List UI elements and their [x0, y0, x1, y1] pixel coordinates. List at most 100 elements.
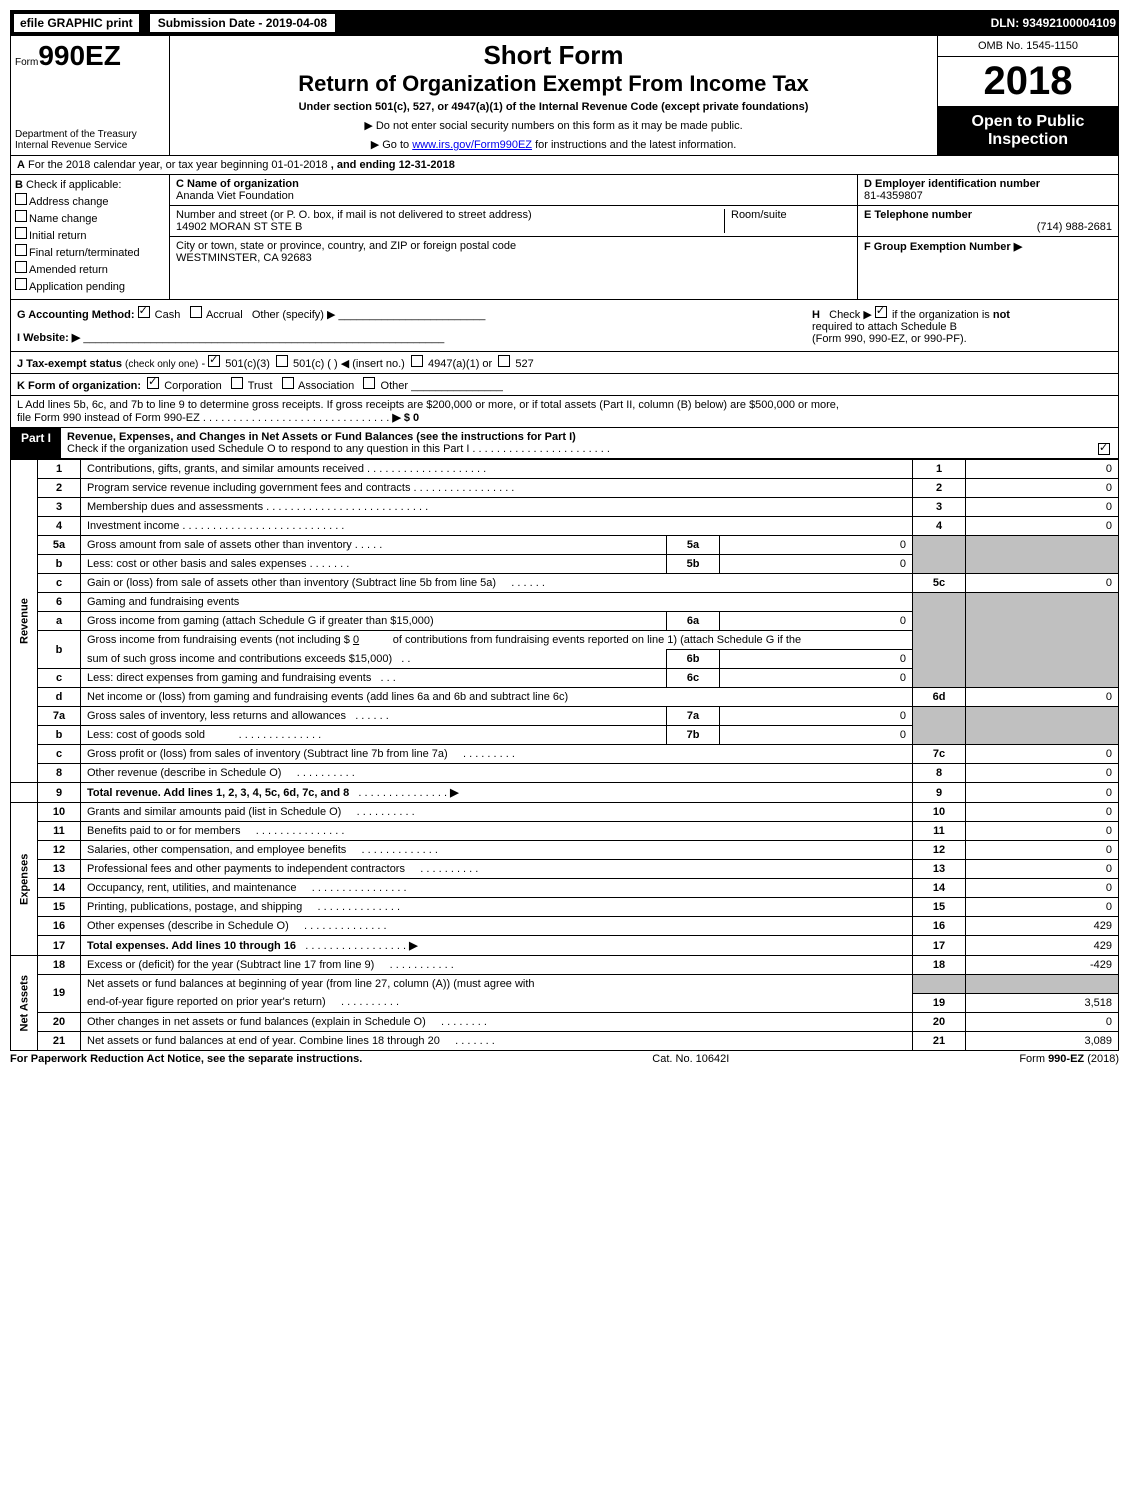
- line-20: 20 Other changes in net assets or fund b…: [11, 1012, 1119, 1031]
- line-15-rn: 15: [913, 898, 966, 917]
- section-c: C Name of organization Ananda Viet Found…: [170, 175, 857, 299]
- line-12-rn: 12: [913, 841, 966, 860]
- line-14-rn: 14: [913, 879, 966, 898]
- opt-assoc: Association: [298, 380, 354, 392]
- l-text2: file Form 990 instead of Form 990-EZ: [17, 412, 200, 424]
- line-3-num: 3: [38, 498, 81, 517]
- gray-fill-6v: [966, 593, 1119, 688]
- line-17: 17 Total expenses. Add lines 10 through …: [11, 936, 1119, 956]
- gray-fill-7v: [966, 707, 1119, 745]
- line-5a-desc: Gross amount from sale of assets other t…: [87, 539, 352, 551]
- label-b: B: [15, 179, 23, 191]
- h-text1: if the organization is: [892, 309, 993, 321]
- gray-fill-5v: [966, 536, 1119, 574]
- line-9-rn: 9: [913, 783, 966, 803]
- return-title: Return of Organization Exempt From Incom…: [174, 71, 933, 97]
- section-b: B Check if applicable: Address change Na…: [11, 175, 170, 299]
- omb-number: OMB No. 1545-1150: [938, 36, 1118, 57]
- checkbox-501c[interactable]: [276, 355, 288, 367]
- checkbox-501c3[interactable]: [208, 355, 220, 367]
- line-6c-iv: 0: [720, 669, 913, 688]
- line-6c-in: 6c: [667, 669, 720, 688]
- checkbox-name-change[interactable]: Name change: [15, 210, 165, 225]
- line-6b-iv: 0: [720, 650, 913, 669]
- section-ghi: G Accounting Method: Cash Accrual Other …: [10, 300, 1119, 352]
- line-6d-val: 0: [966, 688, 1119, 707]
- line-20-num: 20: [38, 1012, 81, 1031]
- line-7a: 7a Gross sales of inventory, less return…: [11, 707, 1119, 726]
- irs-link[interactable]: www.irs.gov/Form990EZ: [412, 139, 532, 151]
- line-7a-iv: 0: [720, 707, 913, 726]
- line-9: 9 Total revenue. Add lines 1, 2, 3, 4, 5…: [11, 783, 1119, 803]
- line-15-num: 15: [38, 898, 81, 917]
- line-11-val: 0: [966, 822, 1119, 841]
- line-5a-in: 5a: [667, 536, 720, 555]
- part1-table: Revenue 1 Contributions, gifts, grants, …: [10, 459, 1119, 1051]
- checkbox-address-change[interactable]: Address change: [15, 193, 165, 208]
- footer-center: Cat. No. 10642I: [652, 1053, 729, 1065]
- checkbox-trust[interactable]: [231, 377, 243, 389]
- line-5b-num: b: [38, 555, 81, 574]
- line-7a-num: 7a: [38, 707, 81, 726]
- line-7b-iv: 0: [720, 726, 913, 745]
- line-20-val: 0: [966, 1012, 1119, 1031]
- efile-print-button[interactable]: efile GRAPHIC print: [13, 13, 140, 33]
- line-6-num: 6: [38, 593, 81, 612]
- opt-corp: Corporation: [164, 380, 221, 392]
- checkbox-amended-return[interactable]: Amended return: [15, 261, 165, 276]
- checkbox-accrual[interactable]: [190, 306, 202, 318]
- checkbox-app-pending[interactable]: Application pending: [15, 278, 165, 293]
- checkbox-initial-return[interactable]: Initial return: [15, 227, 165, 242]
- line-1-desc: Contributions, gifts, grants, and simila…: [87, 463, 364, 475]
- h-not: not: [993, 309, 1010, 321]
- line-7a-in: 7a: [667, 707, 720, 726]
- h-label: H: [812, 309, 820, 321]
- dept-irs: Internal Revenue Service: [15, 140, 165, 151]
- checkbox-other-org[interactable]: [363, 377, 375, 389]
- under-section-text: Under section 501(c), 527, or 4947(a)(1)…: [174, 101, 933, 113]
- line-17-val: 429: [966, 936, 1119, 956]
- line-21: 21 Net assets or fund balances at end of…: [11, 1031, 1119, 1050]
- checkbox-corp[interactable]: [147, 377, 159, 389]
- line-16-desc: Other expenses (describe in Schedule O): [87, 920, 289, 932]
- gray-fill-6: [913, 593, 966, 688]
- open-line1: Open to Public: [938, 113, 1118, 131]
- line-21-num: 21: [38, 1031, 81, 1050]
- line-18-desc: Excess or (deficit) for the year (Subtra…: [87, 959, 374, 971]
- line-6a-iv: 0: [720, 612, 913, 631]
- checkbox-4947[interactable]: [411, 355, 423, 367]
- section-k: K Form of organization: Corporation Trus…: [10, 374, 1119, 396]
- line-19-desc1: Net assets or fund balances at beginning…: [87, 978, 535, 990]
- line-3-rn: 3: [913, 498, 966, 517]
- checkbox-cash[interactable]: [138, 306, 150, 318]
- line-8-desc: Other revenue (describe in Schedule O): [87, 767, 281, 779]
- line-5c-num: c: [38, 574, 81, 593]
- c-label: C Name of organization: [176, 178, 299, 190]
- page-footer: For Paperwork Reduction Act Notice, see …: [10, 1051, 1119, 1067]
- checkbox-schedule-o[interactable]: [1098, 443, 1110, 455]
- checkbox-assoc[interactable]: [282, 377, 294, 389]
- line-2-num: 2: [38, 479, 81, 498]
- line-7b-num: b: [38, 726, 81, 745]
- revenue-sidebar: Revenue: [11, 460, 38, 783]
- line-10: Expenses 10 Grants and similar amounts p…: [11, 803, 1119, 822]
- line-13: 13 Professional fees and other payments …: [11, 860, 1119, 879]
- line-12: 12 Salaries, other compensation, and emp…: [11, 841, 1119, 860]
- submission-date: Submission Date - 2019-04-08: [150, 14, 335, 32]
- checkbox-final-return[interactable]: Final return/terminated: [15, 244, 165, 259]
- line-6a-in: 6a: [667, 612, 720, 631]
- other-specify: Other (specify) ▶: [252, 309, 336, 321]
- checkbox-h[interactable]: [875, 306, 887, 318]
- street-address: 14902 MORAN ST STE B: [176, 221, 302, 233]
- line-11-desc: Benefits paid to or for members: [87, 825, 240, 837]
- instr-ssn: ▶ Do not enter social security numbers o…: [174, 119, 933, 132]
- accrual-label: Accrual: [206, 309, 243, 321]
- checkbox-527[interactable]: [498, 355, 510, 367]
- line-7b-in: 7b: [667, 726, 720, 745]
- city-label: City or town, state or province, country…: [176, 240, 516, 252]
- line-16-num: 16: [38, 917, 81, 936]
- line-17-num: 17: [38, 936, 81, 956]
- line-6-desc: Gaming and fundraising events: [87, 596, 239, 608]
- line-9-val: 0: [966, 783, 1119, 803]
- d-label: D Employer identification number: [864, 178, 1040, 190]
